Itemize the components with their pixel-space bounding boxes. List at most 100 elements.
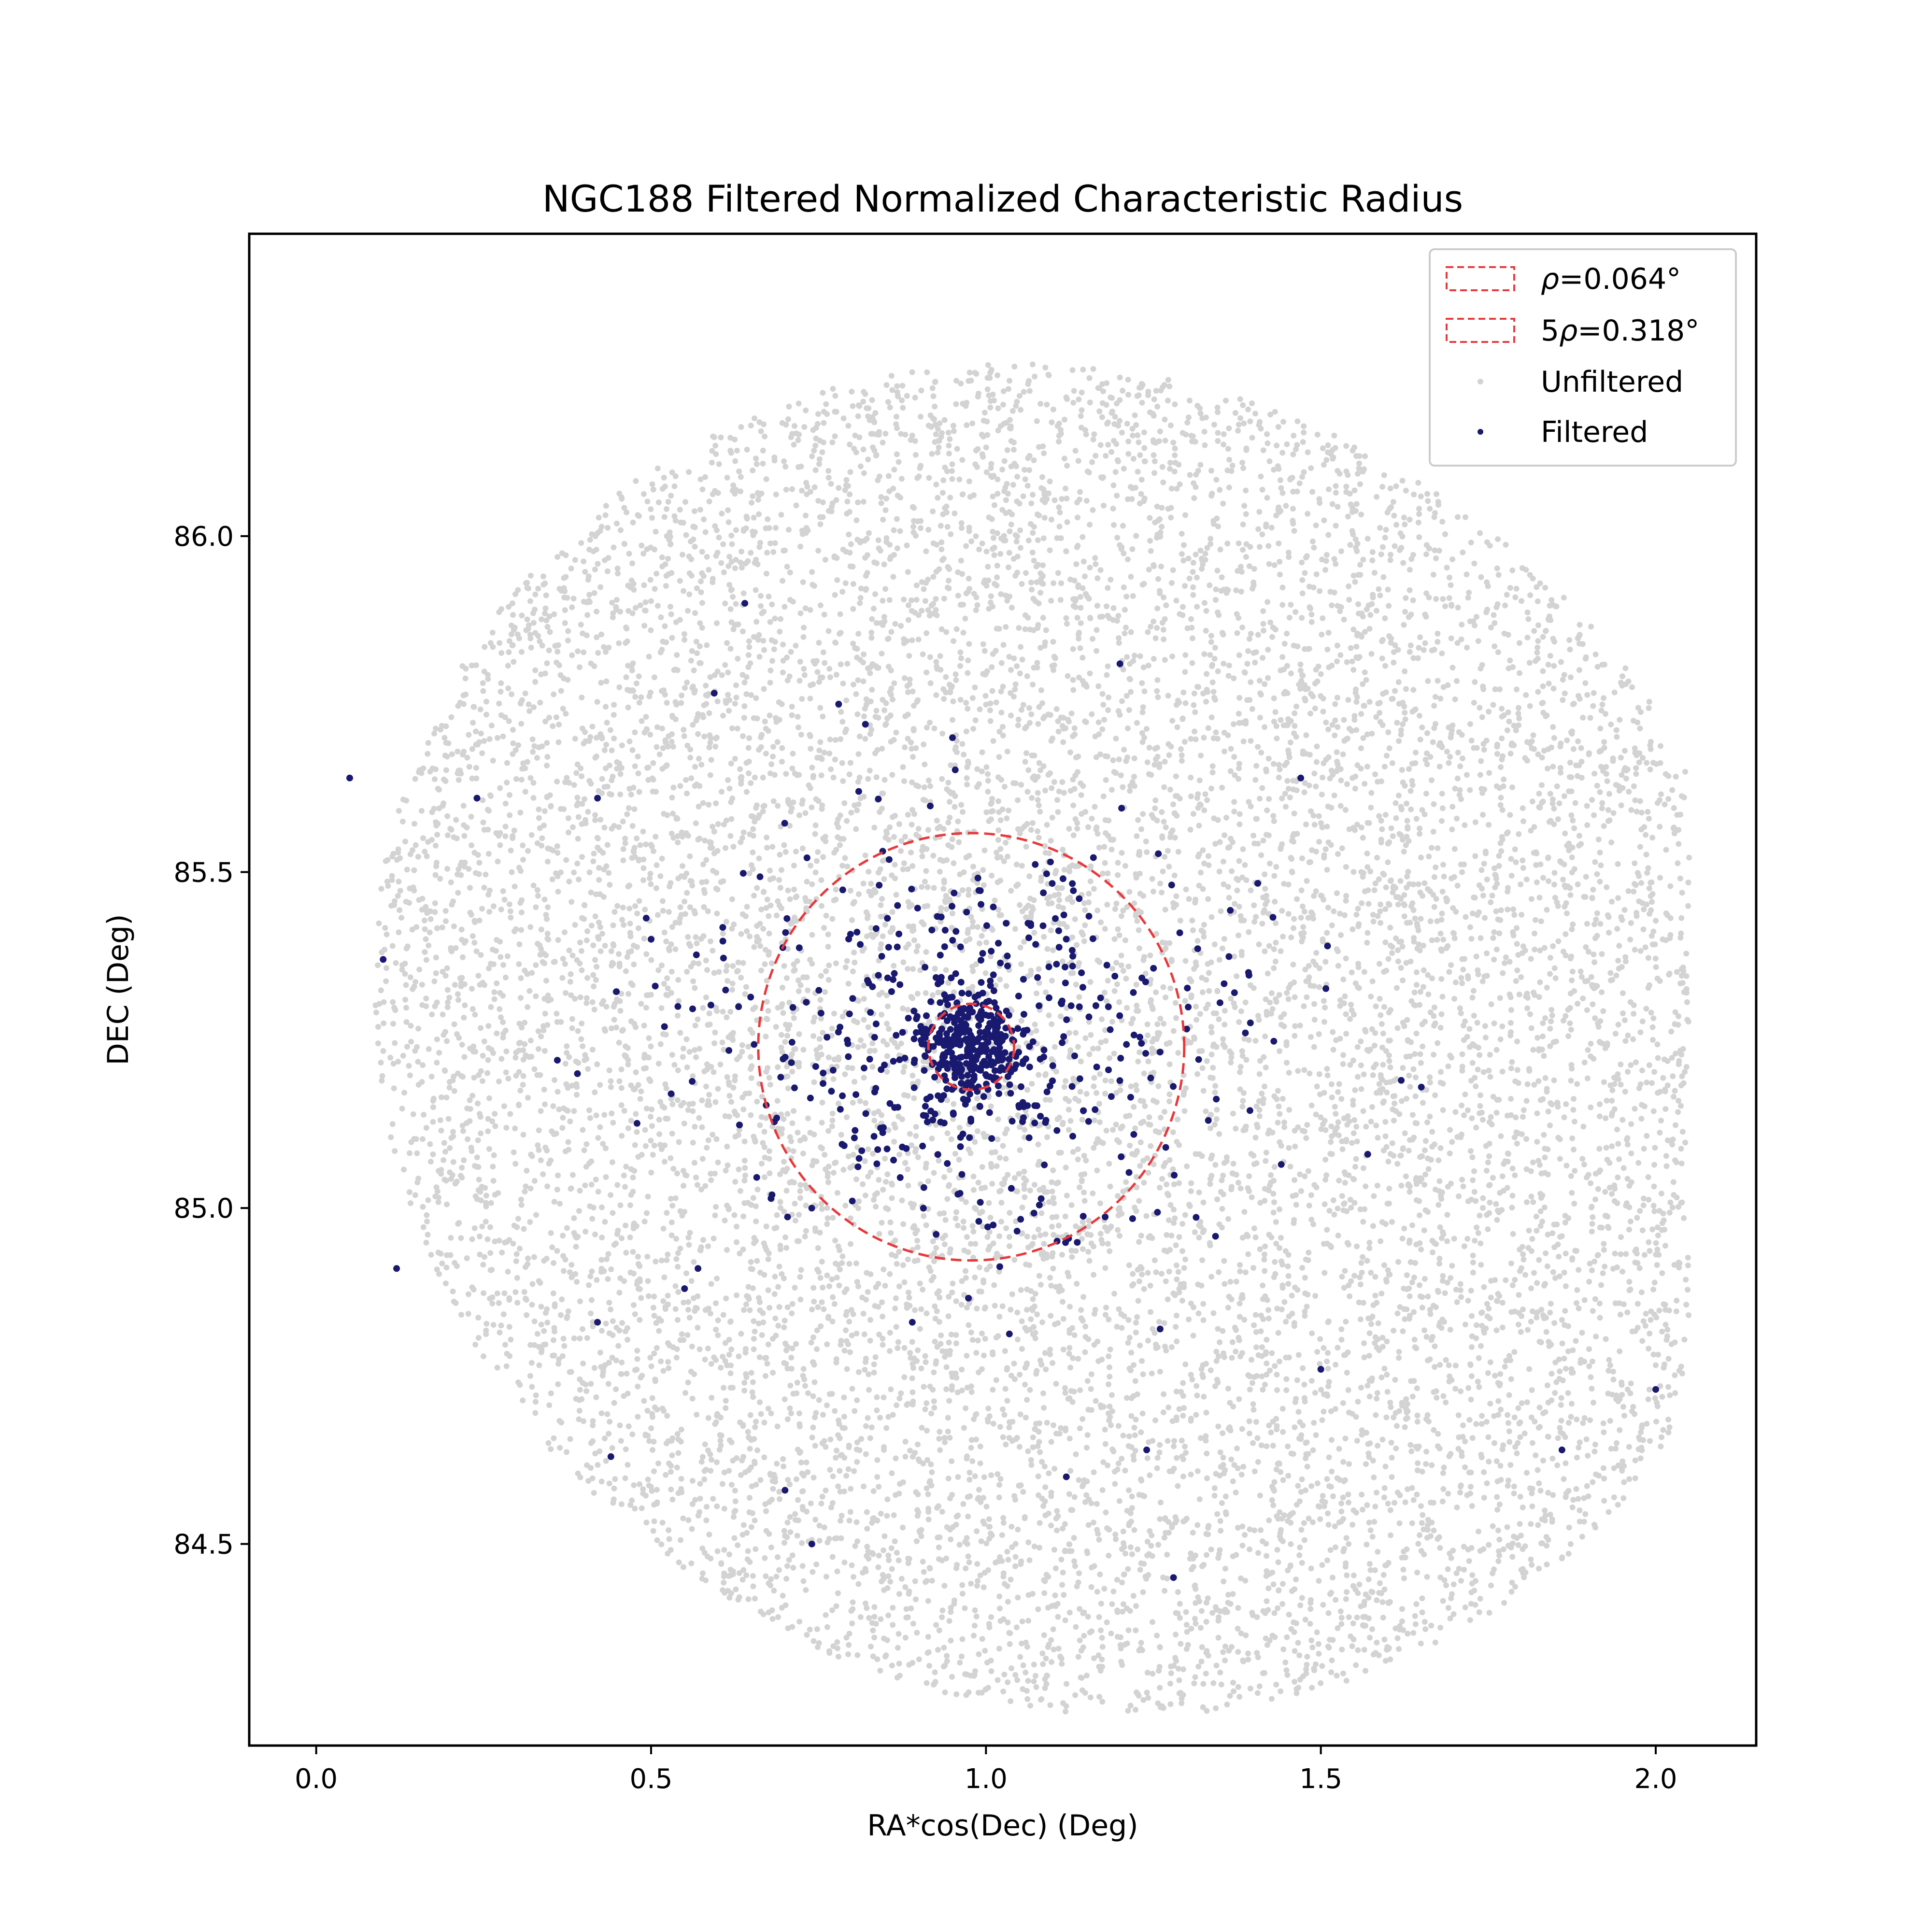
unfiltered-point — [1263, 1150, 1269, 1156]
unfiltered-point — [1150, 888, 1156, 895]
unfiltered-point — [904, 1305, 910, 1311]
unfiltered-point — [860, 881, 867, 887]
unfiltered-point — [1531, 1270, 1537, 1276]
unfiltered-point — [1196, 823, 1202, 829]
unfiltered-point — [941, 696, 947, 702]
unfiltered-point — [1189, 635, 1195, 641]
unfiltered-point — [602, 1219, 608, 1225]
unfiltered-point — [1594, 910, 1600, 916]
unfiltered-point — [1529, 1236, 1535, 1242]
unfiltered-point — [1386, 1037, 1392, 1044]
unfiltered-point — [1113, 1122, 1119, 1128]
unfiltered-point — [1147, 1282, 1153, 1289]
unfiltered-point — [860, 1181, 866, 1187]
unfiltered-point — [1534, 1139, 1540, 1145]
unfiltered-point — [574, 795, 581, 801]
unfiltered-point — [1360, 1108, 1366, 1114]
unfiltered-point — [551, 1260, 557, 1266]
unfiltered-point — [617, 791, 624, 797]
unfiltered-point — [1411, 1274, 1417, 1280]
unfiltered-point — [1054, 797, 1060, 803]
unfiltered-point — [1546, 878, 1551, 884]
unfiltered-point — [842, 580, 849, 586]
unfiltered-point — [557, 1201, 563, 1207]
unfiltered-point — [473, 662, 479, 668]
unfiltered-point — [590, 1438, 596, 1444]
unfiltered-point — [457, 1173, 464, 1179]
unfiltered-point — [986, 1516, 992, 1522]
unfiltered-point — [1256, 1113, 1263, 1119]
unfiltered-point — [964, 775, 970, 781]
unfiltered-point — [495, 735, 500, 741]
unfiltered-point — [825, 628, 832, 634]
unfiltered-point — [1685, 903, 1691, 909]
unfiltered-point — [1305, 511, 1311, 517]
unfiltered-point — [801, 625, 807, 631]
unfiltered-point — [1152, 635, 1159, 641]
unfiltered-point — [614, 565, 621, 571]
unfiltered-point — [1031, 1662, 1037, 1668]
unfiltered-point — [587, 537, 593, 543]
unfiltered-point — [1424, 1119, 1430, 1125]
unfiltered-point — [687, 904, 693, 910]
unfiltered-point — [582, 1182, 588, 1189]
unfiltered-point — [1084, 1378, 1091, 1384]
unfiltered-point — [589, 1268, 595, 1275]
unfiltered-point — [1324, 824, 1330, 830]
unfiltered-point — [840, 1166, 847, 1173]
unfiltered-point — [781, 1275, 787, 1281]
unfiltered-point — [907, 1131, 913, 1137]
unfiltered-point — [1244, 697, 1250, 703]
unfiltered-point — [1549, 1012, 1555, 1019]
unfiltered-point — [765, 1008, 771, 1014]
unfiltered-point — [1462, 1464, 1468, 1470]
unfiltered-point — [1641, 906, 1647, 912]
unfiltered-point — [1056, 524, 1063, 530]
unfiltered-point — [459, 1041, 465, 1048]
unfiltered-point — [994, 850, 999, 856]
unfiltered-point — [1297, 668, 1304, 674]
unfiltered-point — [848, 1241, 853, 1247]
unfiltered-point — [426, 1046, 432, 1052]
unfiltered-point — [1250, 1406, 1257, 1413]
unfiltered-point — [1364, 536, 1371, 542]
unfiltered-point — [1653, 1240, 1659, 1246]
unfiltered-point — [1220, 1036, 1226, 1042]
unfiltered-point — [1066, 1030, 1072, 1036]
unfiltered-point — [668, 968, 675, 975]
unfiltered-point — [1098, 1039, 1104, 1046]
unfiltered-point — [1269, 1350, 1275, 1356]
unfiltered-point — [860, 498, 867, 505]
unfiltered-point — [1659, 1434, 1664, 1440]
unfiltered-point — [1222, 1493, 1229, 1500]
unfiltered-point — [1510, 906, 1516, 912]
unfiltered-point — [1393, 985, 1400, 991]
unfiltered-point — [406, 1063, 412, 1069]
unfiltered-point — [1176, 1180, 1182, 1186]
unfiltered-point — [856, 733, 863, 739]
unfiltered-point — [622, 836, 628, 842]
unfiltered-point — [846, 1319, 852, 1325]
unfiltered-point — [1357, 1274, 1363, 1280]
unfiltered-point — [662, 623, 668, 629]
unfiltered-point — [1599, 800, 1605, 806]
unfiltered-point — [1144, 759, 1151, 766]
unfiltered-point — [648, 627, 654, 633]
unfiltered-point — [1580, 714, 1586, 721]
unfiltered-point — [1606, 791, 1612, 797]
unfiltered-point — [891, 834, 897, 840]
unfiltered-point — [1015, 797, 1021, 803]
unfiltered-point — [1097, 1231, 1104, 1237]
unfiltered-point — [1339, 1138, 1345, 1144]
unfiltered-point — [1332, 1523, 1338, 1530]
unfiltered-point — [1404, 1272, 1410, 1278]
unfiltered-point — [751, 514, 757, 521]
unfiltered-point — [1000, 1689, 1007, 1694]
unfiltered-point — [680, 1167, 686, 1174]
unfiltered-point — [1193, 963, 1199, 969]
unfiltered-point — [1313, 783, 1319, 790]
unfiltered-point — [964, 422, 970, 428]
unfiltered-point — [892, 862, 898, 868]
unfiltered-point — [788, 1354, 795, 1361]
unfiltered-point — [1058, 580, 1064, 586]
